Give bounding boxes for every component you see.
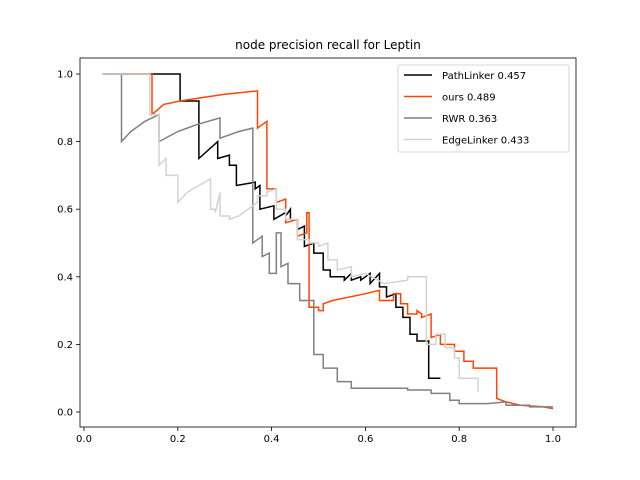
y-tick-label: 0.4 (57, 272, 73, 283)
chart-title: node precision recall for Leptin (235, 38, 421, 52)
legend: PathLinker 0.457 ours 0.489 RWR 0.363 EdgeL… (397, 64, 570, 153)
x-tick-label: 0.2 (170, 434, 186, 445)
legend-box (397, 64, 570, 153)
series-line-2 (102, 73, 553, 408)
legend-label-3: EdgeLinker 0.433 (442, 136, 529, 147)
x-tick-label: 0.4 (264, 434, 280, 445)
legend-label-0: PathLinker 0.457 (442, 71, 526, 82)
x-tick-label: 0.0 (76, 434, 92, 445)
x-tick-label: 0.8 (451, 434, 467, 445)
legend-label-1: ours 0.489 (442, 93, 496, 104)
series-layer (102, 73, 554, 410)
x-tick-label: 1.0 (545, 434, 561, 445)
series-line-0 (102, 73, 441, 379)
y-tick-label: 1.0 (57, 70, 73, 81)
plot-frame (79, 57, 577, 428)
series-line-3 (102, 73, 479, 392)
series-line-1 (102, 73, 554, 410)
axes: 0.0 0.2 0.4 0.6 0.8 1.0 0.0 0.2 0.4 0.6 0.8 1.0 (57, 70, 561, 446)
y-tick-label: 0.8 (57, 137, 73, 148)
y-tick-label: 0.6 (57, 205, 73, 216)
legend-label-2: RWR 0.363 (442, 114, 497, 125)
y-tick-label: 0.2 (57, 340, 73, 351)
y-tick-label: 0.0 (57, 408, 73, 419)
x-tick-label: 0.6 (357, 434, 373, 445)
